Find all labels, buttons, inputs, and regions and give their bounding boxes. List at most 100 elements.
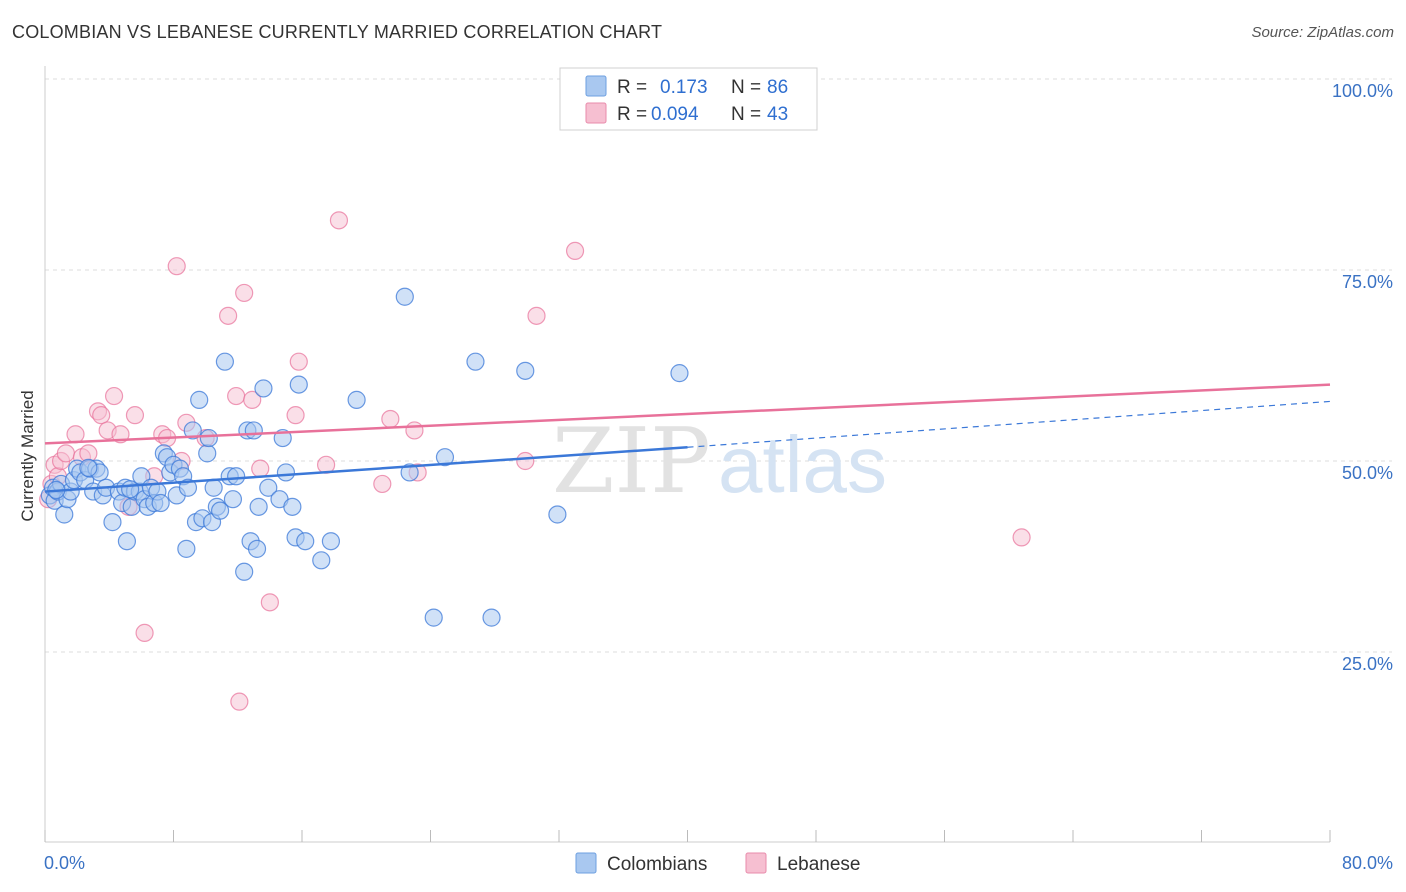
colombians-point — [223, 490, 243, 509]
legend-r-label-colombians: R = — [617, 77, 647, 98]
lebanese-point — [516, 451, 535, 471]
chart-title: COLOMBIAN VS LEBANESE CURRENTLY MARRIED … — [12, 22, 663, 42]
series-colombians-points — [40, 287, 689, 627]
colombians-point — [249, 497, 268, 516]
legend-box: R = 0.173 N = 86 R = 0.094 N = 43 — [559, 67, 818, 131]
colombians-point — [190, 390, 209, 409]
lebanese-point — [373, 474, 392, 494]
colombians-point — [312, 551, 331, 570]
lebanese-point — [56, 444, 75, 463]
legend-n-value-lebanese: 43 — [767, 104, 788, 125]
colombians-point — [283, 497, 302, 516]
lebanese-point — [286, 406, 305, 425]
colombians-point — [254, 379, 273, 398]
colombians-point — [227, 467, 246, 486]
gridlines — [45, 78, 1392, 653]
colombians-point — [178, 478, 198, 497]
watermark: ZIP atlas — [552, 409, 887, 514]
colombians-point — [548, 505, 567, 524]
colombians-point — [121, 480, 140, 499]
lebanese-point — [527, 306, 546, 325]
lebanese-point — [243, 390, 262, 409]
colombians-point — [198, 444, 217, 463]
colombians-point — [210, 501, 230, 520]
lebanese-point — [219, 306, 238, 325]
legend-n-label-colombians: N = — [731, 77, 761, 98]
colombians-point — [103, 513, 122, 532]
colombians-point — [347, 390, 366, 409]
lebanese-point — [227, 386, 246, 406]
lebanese-point — [135, 623, 154, 643]
lebanese-point — [230, 692, 249, 711]
y-tick-label: 100.0% — [1332, 81, 1393, 101]
lebanese-point — [289, 352, 308, 371]
lebanese-point — [1012, 528, 1031, 547]
colombians-point — [79, 458, 98, 477]
colombians-point — [117, 532, 137, 551]
lebanese-point — [251, 459, 270, 478]
lebanese-point — [235, 283, 254, 303]
x-tick-label: 80.0% — [1342, 853, 1393, 873]
colombians-point — [516, 361, 535, 380]
x-tick-label: 0.0% — [44, 853, 85, 873]
colombians-point — [424, 608, 443, 627]
bottom-legend-swatch-colombians — [575, 852, 597, 874]
colombians-point — [296, 532, 315, 551]
lebanese-point — [92, 406, 111, 425]
y-tick-label: 25.0% — [1342, 654, 1393, 674]
colombians-point — [55, 505, 74, 524]
colombians-point — [321, 532, 341, 551]
colombians-point — [289, 375, 308, 394]
colombians-point — [235, 562, 254, 581]
bottom-legend-swatch-lebanese — [745, 852, 767, 874]
lebanese-point — [405, 421, 424, 440]
lebanese-point — [565, 241, 585, 260]
lebanese-point — [381, 409, 400, 429]
legend-r-value-lebanese: 0.094 — [651, 104, 699, 125]
y-tick-label: 50.0% — [1342, 463, 1393, 483]
legend-r-value-colombians: 0.173 — [660, 77, 708, 98]
lebanese-point — [111, 425, 130, 444]
colombians-point — [199, 428, 218, 448]
tick-labels: 25.0% 50.0% 75.0% 100.0% 0.0% 80.0% — [44, 81, 1393, 873]
colombians-point — [400, 463, 419, 482]
colombians-point — [466, 352, 485, 371]
lebanese-point — [104, 386, 124, 406]
trend-lines — [44, 383, 1331, 493]
colombians-point — [259, 478, 278, 497]
lebanese-point — [167, 257, 186, 276]
legend-n-value-colombians: 86 — [767, 77, 788, 98]
colombians-point — [435, 448, 455, 467]
colombians-point — [395, 287, 414, 306]
colombians-point — [482, 608, 501, 627]
axes — [44, 66, 1331, 843]
colombians-point — [177, 539, 196, 558]
colombians-point — [276, 463, 296, 482]
lebanese-trend-line — [44, 383, 1331, 445]
y-tick-label: 75.0% — [1342, 272, 1393, 292]
watermark-atlas: atlas — [718, 420, 887, 509]
colombians-point — [183, 421, 202, 440]
colombians-point — [204, 478, 223, 497]
colombians-point — [247, 539, 267, 558]
legend-n-label-lebanese: N = — [731, 104, 761, 125]
lebanese-point — [260, 593, 279, 612]
colombians-trend-line — [44, 446, 688, 493]
colombians-point — [215, 352, 234, 371]
lebanese-point — [329, 211, 349, 230]
bottom-legend-label-lebanese: Lebanese — [777, 854, 860, 875]
bottom-legend: Colombians Lebanese — [575, 852, 860, 875]
lebanese-point — [125, 406, 145, 425]
legend-r-label-lebanese: R = — [617, 104, 647, 125]
bottom-legend-label-colombians: Colombians — [607, 854, 707, 875]
colombians-point — [670, 364, 689, 383]
source-label: Source: ZipAtlas.com — [1251, 24, 1394, 41]
watermark-zip: ZIP — [552, 409, 711, 514]
colombians-trend-extension — [687, 400, 1331, 448]
colombians-point — [151, 493, 170, 513]
legend-swatch-lebanese — [585, 102, 607, 124]
lebanese-point — [66, 425, 85, 444]
colombians-point — [244, 421, 263, 440]
legend-swatch-colombians — [585, 75, 607, 97]
